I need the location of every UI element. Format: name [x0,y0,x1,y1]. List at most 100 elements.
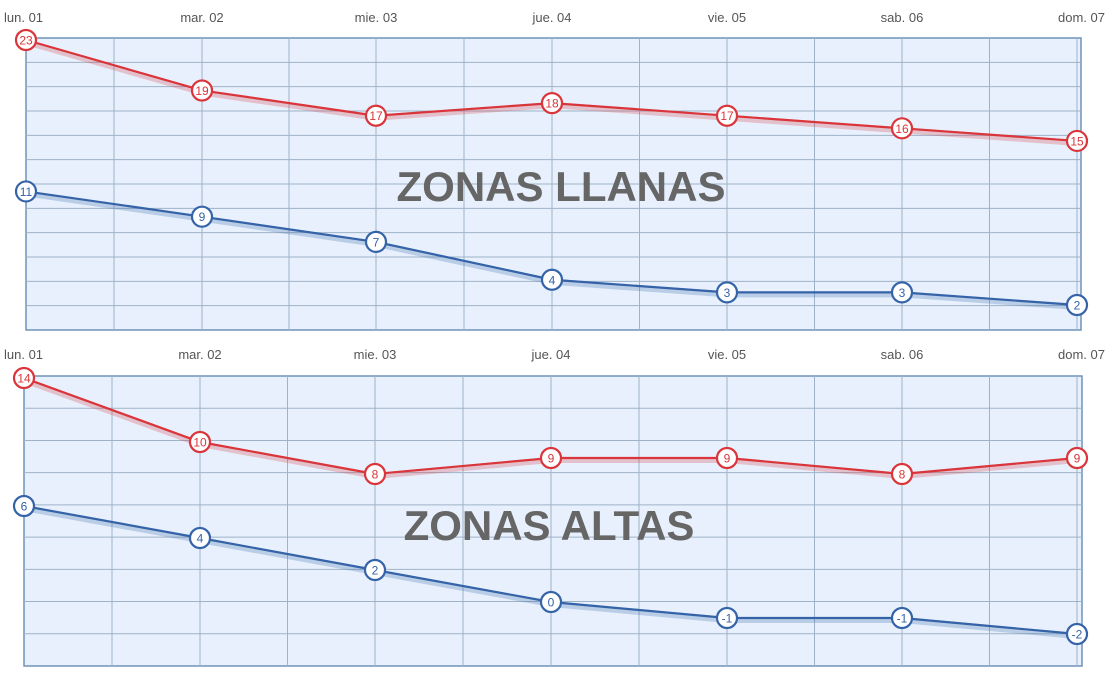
data-point-marker [364,104,388,127]
data-point: 17 [364,104,388,127]
data-point-marker [539,590,563,614]
data-point-marker [1065,622,1089,646]
data-point-marker [890,281,914,304]
x-tick-label: mie. 03 [354,347,397,362]
data-point: 18 [540,91,564,115]
data-point-marker [715,104,739,127]
data-point: -1 [890,606,914,630]
data-label: 15 [1070,134,1084,148]
data-label: 18 [545,97,559,111]
data-point-marker [14,28,38,52]
data-point: 0 [539,590,563,614]
data-point: 3 [890,281,914,304]
data-label: 9 [548,452,555,466]
data-point: 8 [890,462,914,486]
data-point: -2 [1065,622,1089,646]
data-point-marker [12,494,36,518]
data-point-marker [715,281,739,304]
data-label: -2 [1072,628,1083,642]
data-label: 3 [899,286,906,300]
data-point-marker [715,606,739,630]
grid [24,376,1082,666]
x-tick-label: dom. 07 [1058,10,1105,25]
data-label: 19 [195,84,209,98]
data-point: 7 [364,230,388,254]
data-point-marker [12,366,36,390]
data-point: 15 [1065,129,1089,153]
data-label: 4 [197,532,204,546]
data-point: 4 [188,526,212,550]
data-point: 16 [890,117,914,140]
data-point-marker [190,79,214,102]
data-point-marker [1065,446,1089,470]
data-point: 11 [14,180,38,203]
data-label: 8 [899,468,906,482]
data-label: 9 [1074,452,1081,466]
data-label: 7 [373,235,380,249]
data-point-marker [540,91,564,115]
data-label: -1 [897,612,908,626]
data-label: 2 [372,564,379,578]
data-point: 6 [12,494,36,518]
data-label: 10 [193,436,207,450]
data-point-marker [1065,293,1089,317]
data-label: 4 [549,273,556,287]
data-point: -1 [715,606,739,630]
x-axis-ticks: lun. 01 mar. 02 mie. 03 jue. 04 vie. 05 sab. … [4,347,1105,362]
data-point: 2 [1065,293,1089,317]
series-group: 14 10 8 9 9 8 9 6 4 2 0 -1 -1 -2 [12,366,1089,646]
data-point-marker [363,558,387,582]
data-label: 17 [369,109,383,123]
data-point-marker [890,117,914,140]
data-label: 11 [20,185,33,199]
data-point-marker [539,446,563,470]
data-point-marker [1065,129,1089,153]
data-point-marker [363,462,387,486]
series-group: 23 19 17 18 17 16 15 11 9 7 4 3 3 2 [14,28,1089,317]
data-point-marker [364,230,388,254]
data-point: 9 [190,205,214,228]
data-point: 17 [715,104,739,127]
data-point: 8 [363,462,387,486]
data-label: 17 [720,109,734,123]
x-tick-label: dom. 07 [1058,347,1105,362]
data-label: 23 [19,34,33,48]
x-tick-label: lun. 01 [4,10,43,25]
x-tick-label: jue. 04 [530,347,570,362]
data-label: 3 [724,286,731,300]
x-tick-label: jue. 04 [531,10,571,25]
x-tick-label: lun. 01 [4,347,43,362]
data-point: 19 [190,79,214,102]
x-tick-label: mar. 02 [178,347,221,362]
data-point: 23 [14,28,38,52]
x-tick-label: mie. 03 [355,10,398,25]
data-point-marker [14,180,38,203]
data-label: 8 [372,468,379,482]
data-label: 0 [548,596,555,610]
chart-zonas-llanas: lun. 01 mar. 02 mie. 03 jue. 04 vie. 05 sab. … [4,10,1105,331]
data-label: 16 [895,122,909,136]
data-point-marker [190,205,214,228]
x-axis-ticks: lun. 01 mar. 02 mie. 03 jue. 04 vie. 05 sab. … [4,10,1105,25]
x-tick-label: sab. 06 [881,347,924,362]
x-tick-label: mar. 02 [180,10,223,25]
data-point-marker [890,462,914,486]
data-label: -1 [722,612,733,626]
data-label: 9 [724,452,731,466]
data-point: 9 [539,446,563,470]
x-tick-label: vie. 05 [708,10,746,25]
chart-title: ZONAS ALTAS [404,502,695,549]
chart-zonas-altas: lun. 01 mar. 02 mie. 03 jue. 04 vie. 05 sab. … [4,347,1105,667]
data-point-marker [188,430,212,454]
data-point: 3 [715,281,739,304]
data-label: 2 [1074,299,1081,313]
chart-title: ZONAS LLANAS [397,163,726,210]
data-point: 14 [12,366,36,390]
data-point: 2 [363,558,387,582]
data-point: 4 [540,268,564,291]
data-point-marker [188,526,212,550]
data-label: 6 [21,500,28,514]
data-label: 14 [17,372,31,386]
data-point: 10 [188,430,212,454]
